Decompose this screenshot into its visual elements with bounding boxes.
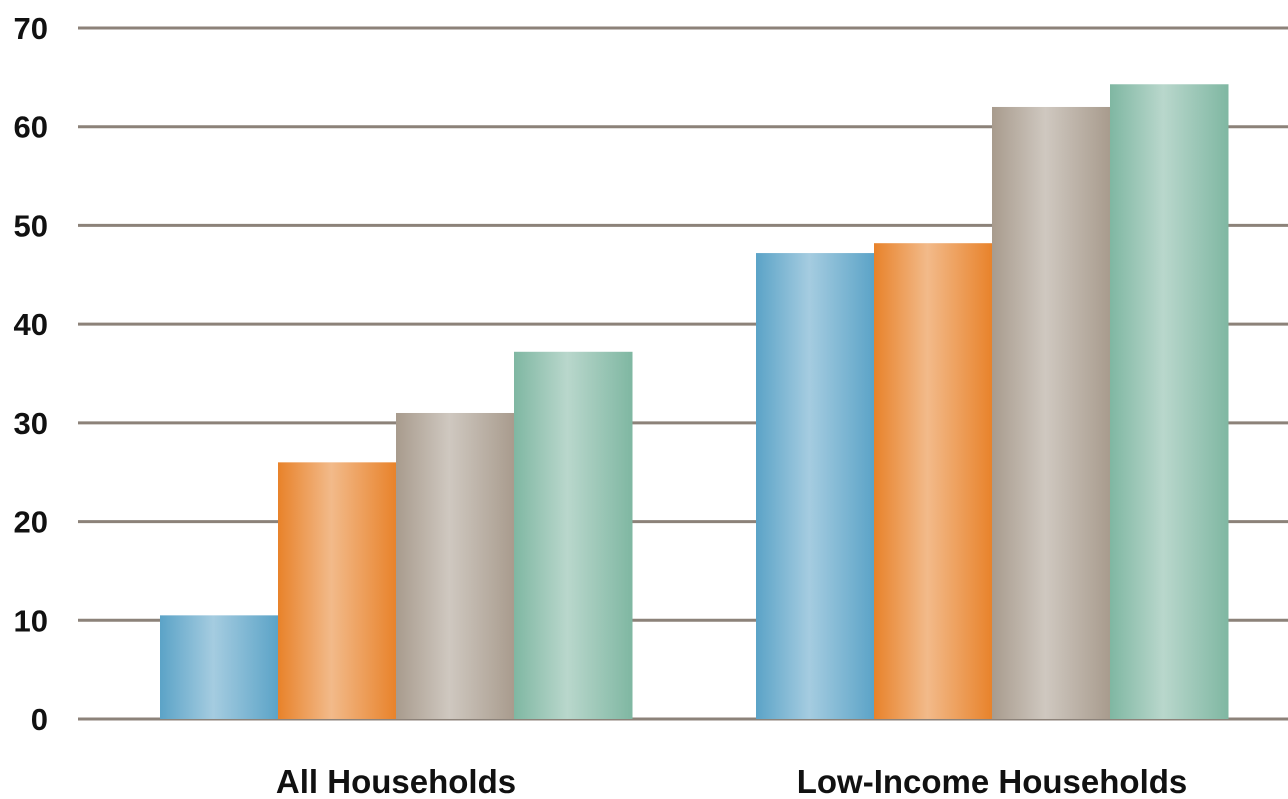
y-tick-label: 0 [31,702,48,737]
bar-2-4 [1110,84,1229,719]
bar-2-1 [756,253,875,719]
bar-1-2 [278,462,397,719]
bar-1-3 [396,412,515,719]
y-tick-label: 60 [14,110,48,145]
y-tick-label: 70 [14,11,48,46]
bar-1-4 [514,351,633,719]
bar-2-3 [992,106,1111,719]
x-axis-category-labels: All Households Low-Income Households [276,763,1187,799]
bars [160,84,1229,719]
x-category-label: All Households [276,763,516,799]
y-tick-label: 50 [14,208,48,243]
bar-1-1 [160,615,279,719]
bar-2-2 [874,243,993,719]
x-category-label: Low-Income Households [797,763,1188,799]
y-tick-label: 20 [14,505,48,540]
y-tick-label: 30 [14,406,48,441]
y-tick-label: 10 [14,603,48,638]
y-axis-tick-labels: 0 10 20 30 40 50 60 70 [14,11,48,737]
y-tick-label: 40 [14,307,48,342]
